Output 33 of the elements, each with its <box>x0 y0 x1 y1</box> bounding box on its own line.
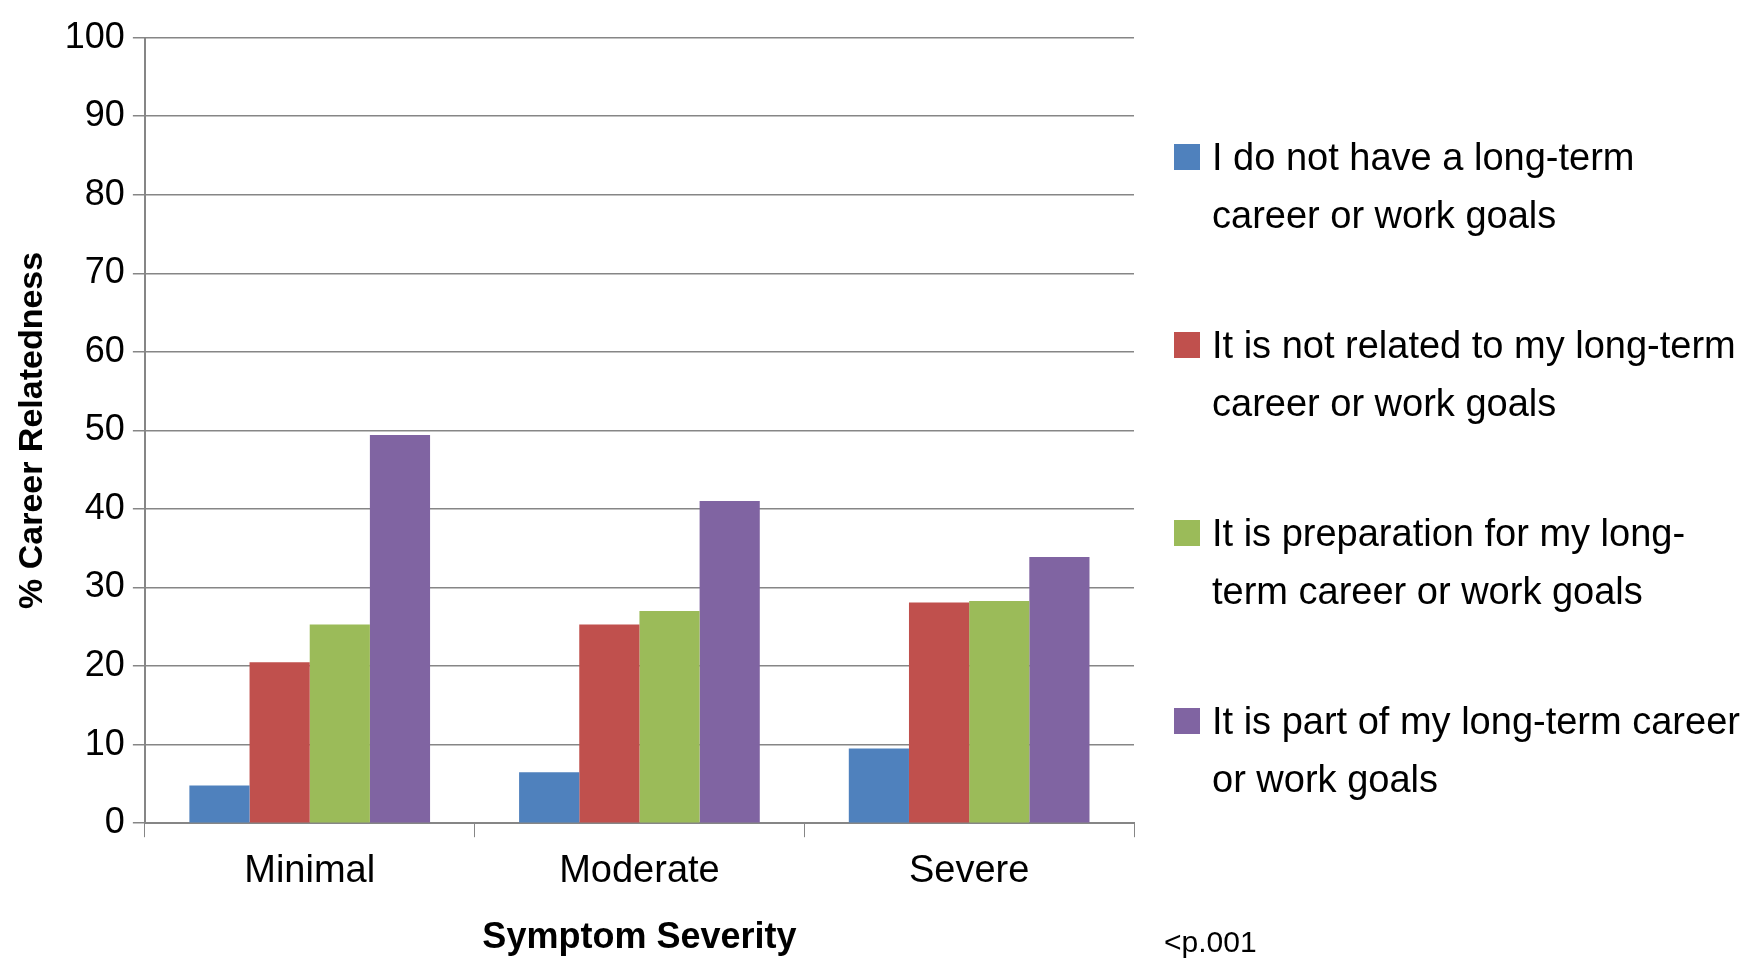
y-tick-label: 20 <box>84 643 125 684</box>
y-tick-label: 90 <box>84 93 125 135</box>
bar <box>699 501 760 823</box>
x-tick-label: Minimal <box>244 848 376 891</box>
y-tick-label: 70 <box>84 250 125 292</box>
y-tick-label: 50 <box>84 407 125 449</box>
x-tick-label: Severe <box>908 848 1030 891</box>
bar <box>309 624 370 823</box>
legend-label: It is part of my long-term career or work goals <box>1212 699 1741 802</box>
x-tick-label: Moderate <box>559 848 720 891</box>
y-tick-label: 0 <box>104 800 125 842</box>
bar <box>908 602 970 823</box>
y-tick-label: 60 <box>84 328 125 370</box>
bar <box>969 600 1030 823</box>
bar <box>369 435 431 823</box>
bar <box>249 662 310 823</box>
y-tick-label: 80 <box>84 171 125 213</box>
y-axis-title: % Career Relatedness <box>10 251 49 609</box>
bar <box>639 611 700 823</box>
bar <box>519 772 580 823</box>
text: <p.001 <box>1164 925 1257 958</box>
y-tick-label: 40 <box>84 485 125 527</box>
bar <box>189 785 250 823</box>
legend-label: It is not related to my long-term career or work goals <box>1212 323 1737 426</box>
y-tick-label: 30 <box>84 564 125 606</box>
bar <box>1029 556 1090 823</box>
legend-label: It is preparation for my long-term career or work goals <box>1212 511 1687 614</box>
x-axis-title: Symptom Severity <box>482 915 797 957</box>
legend-label: I do not have a long-term career or work goals <box>1212 135 1636 238</box>
bar <box>848 748 909 823</box>
y-tick-label: 100 <box>64 14 125 56</box>
bar <box>579 624 640 823</box>
y-tick-label: 10 <box>84 721 125 763</box>
